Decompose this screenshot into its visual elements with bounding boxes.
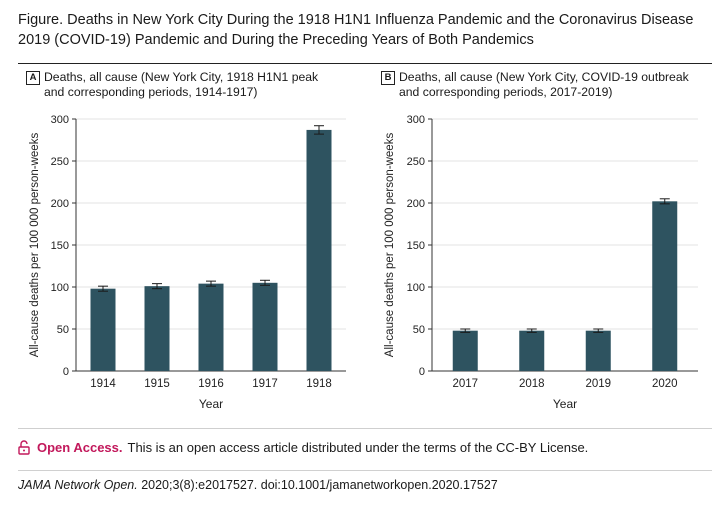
panel-a-title-line1: Deaths, all cause (New York City, 1918 H… [44,70,319,84]
panel-b-title-line1: Deaths, all cause (New York City, COVID-… [399,70,689,84]
x-tick-label: 2020 [652,378,678,390]
figure-title: Figure. Deaths in New York City During t… [18,12,694,48]
y-tick-label: 250 [51,156,69,168]
x-axis-title: Year [553,397,577,411]
open-access-note: Open Access. This is an open access arti… [18,440,588,455]
bar [198,283,224,371]
x-tick-label: 1914 [90,378,116,390]
journal-name: JAMA Network Open. [18,478,138,492]
bar [306,129,332,371]
open-access-label: Open Access. [37,440,123,455]
citation: JAMA Network Open. 2020;3(8):e2017527. d… [18,478,498,492]
panel-b-title: B Deaths, all cause (New York City, COVID… [381,70,701,99]
panel-b-title-line2: and corresponding periods, 2017-2019) [399,85,613,99]
y-tick-label: 250 [407,156,425,168]
y-tick-label: 50 [413,324,425,336]
x-tick-label: 2017 [452,378,478,390]
x-tick-label: 2019 [585,378,611,390]
panel-a: A Deaths, all cause (New York City, 1918 … [18,68,358,423]
panel-a-title: A Deaths, all cause (New York City, 1918 … [26,70,346,99]
x-axis-title: Year [199,397,223,411]
x-tick-label: 1916 [198,378,224,390]
bar [585,330,611,371]
y-axis-title: All-cause deaths per 100 000 person-week… [29,133,41,358]
figure-frame: A Deaths, all cause (New York City, 1918 … [18,63,712,429]
y-tick-label: 50 [57,324,69,336]
panel-a-title-line2: and corresponding periods, 1914-1917) [44,85,258,99]
bar [252,282,278,371]
y-axis-title: All-cause deaths per 100 000 person-week… [384,133,396,358]
y-tick-label: 0 [419,366,425,378]
y-tick-label: 300 [407,114,425,126]
x-tick-label: 1918 [306,378,332,390]
chart-a: 0 50 100 150 200 250 300 1914 1915 1916 1917 1918 Ye… [29,114,346,411]
y-tick-label: 100 [51,282,69,294]
x-tick-label: 2018 [519,378,545,390]
chart-b: 0 50 100 150 200 250 300 2017 2018 2019 2020 Year Al… [384,114,698,411]
panel-b-letter: B [381,71,395,85]
bar [519,330,545,371]
y-tick-label: 100 [407,282,425,294]
footer-divider [18,470,712,471]
citation-text: 2020;3(8):e2017527. doi:10.1001/jamanetw… [141,478,498,492]
panel-a-letter: A [26,71,40,85]
x-tick-label: 1917 [252,378,278,390]
open-access-text: This is an open access article distribut… [127,440,589,455]
bar [452,330,478,371]
bar [90,288,116,371]
bar [144,286,170,371]
y-tick-label: 200 [51,198,69,210]
y-tick-label: 150 [407,240,425,252]
y-tick-label: 300 [51,114,69,126]
x-tick-label: 1915 [144,378,170,390]
y-tick-label: 200 [407,198,425,210]
bar [652,201,678,371]
y-tick-label: 150 [51,240,69,252]
panel-b: B Deaths, all cause (New York City, COVID… [373,68,712,423]
y-tick-label: 0 [63,366,69,378]
open-lock-icon [18,440,30,455]
